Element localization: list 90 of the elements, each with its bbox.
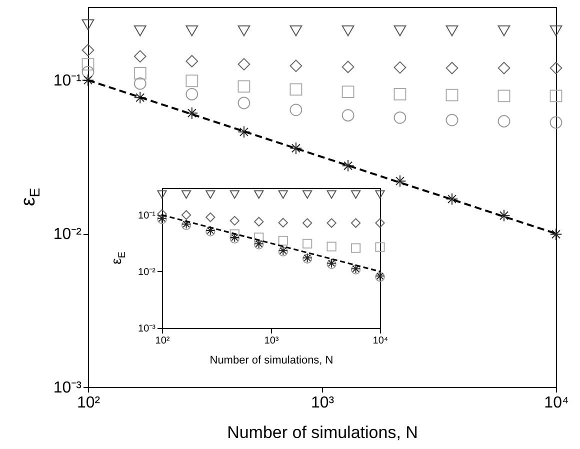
point (278, 236, 288, 246)
point (254, 190, 264, 199)
x-tick-label: 10⁴ (544, 394, 569, 412)
point (134, 25, 146, 36)
y-tick-label: 10⁻¹ (138, 210, 156, 222)
point (394, 61, 406, 74)
point (326, 218, 336, 228)
point (326, 190, 336, 199)
point (326, 242, 336, 252)
point (290, 60, 302, 72)
point (181, 210, 192, 220)
point (550, 90, 562, 102)
point (446, 114, 458, 126)
point (134, 91, 146, 104)
point (290, 142, 302, 154)
point (302, 190, 312, 199)
point (82, 19, 94, 30)
x-tick-label: 10³ (310, 394, 335, 412)
point (134, 50, 146, 63)
x-axis-title: Number of simulations, N (210, 354, 334, 366)
point (230, 229, 240, 239)
point (186, 106, 198, 120)
point (206, 212, 216, 222)
point (302, 238, 312, 249)
point (342, 60, 354, 74)
point (498, 62, 510, 74)
point (498, 25, 510, 36)
point (206, 190, 216, 199)
point (290, 25, 302, 36)
point (446, 25, 458, 36)
y-tick-label: 10⁻² (53, 226, 82, 244)
point (375, 242, 385, 252)
point (134, 67, 146, 80)
point (350, 218, 361, 228)
point (278, 190, 288, 199)
point (498, 209, 510, 222)
point (82, 74, 94, 86)
point (550, 62, 562, 74)
point (82, 66, 94, 78)
point (350, 243, 361, 253)
point (550, 25, 562, 36)
point (186, 74, 198, 88)
point (230, 190, 240, 199)
point (157, 190, 167, 199)
point (550, 228, 562, 240)
point (342, 160, 354, 172)
point (446, 192, 458, 206)
point (394, 174, 406, 188)
point (375, 218, 385, 228)
point (342, 109, 354, 122)
x-tick-label: 10⁴ (372, 336, 388, 346)
y-tick-label: 10⁻¹ (53, 72, 82, 90)
point (238, 80, 250, 93)
point (350, 190, 361, 199)
point (230, 216, 240, 226)
x-axis-title: Number of simulations, N (227, 422, 418, 442)
point (290, 83, 302, 96)
point (82, 44, 94, 56)
point (238, 25, 250, 36)
point (134, 77, 146, 90)
point (446, 88, 458, 102)
point (375, 190, 385, 199)
point (254, 216, 264, 227)
point (394, 25, 406, 36)
point (302, 218, 312, 228)
point (186, 25, 198, 36)
point (446, 62, 458, 74)
x-tick-label: 10² (155, 336, 170, 346)
y-tick-label: 10⁻³ (53, 380, 82, 396)
y-tick-label: 10⁻³ (138, 324, 156, 334)
x-tick-label: 10² (76, 394, 101, 412)
point (238, 58, 250, 70)
point (394, 88, 406, 100)
point (186, 88, 198, 100)
point (498, 90, 510, 102)
point (181, 190, 192, 199)
point (394, 111, 406, 124)
point (550, 116, 562, 129)
x-tick-label: 10³ (264, 336, 280, 346)
point (82, 58, 94, 70)
point (342, 25, 354, 36)
point (238, 126, 250, 138)
point (290, 104, 302, 116)
point (278, 218, 288, 228)
point (254, 232, 264, 242)
point (342, 86, 354, 98)
y-tick-label: 10⁻² (138, 266, 156, 278)
point (238, 96, 250, 110)
point (186, 54, 198, 68)
point (498, 115, 510, 128)
